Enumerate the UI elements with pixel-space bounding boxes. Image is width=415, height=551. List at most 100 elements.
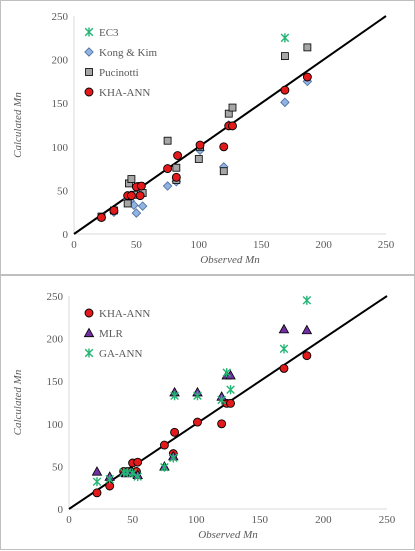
data-point [302,351,312,361]
data-point [160,462,169,472]
x-tick-label: 0 [66,514,72,526]
data-point [128,468,137,478]
data-point [136,181,146,191]
data-point [281,52,289,61]
legend-marker [83,327,95,338]
data-point [193,391,202,401]
y-tick-label: 200 [52,55,69,67]
legend-marker [84,47,94,57]
y-tick-label: 50 [52,461,64,473]
data-point [163,136,172,145]
data-point [169,453,178,463]
x-tick-label: 100 [188,514,205,526]
legend-label: KHA-ANN [99,87,150,99]
x-tick-label: 250 [379,514,396,526]
y-tick-label: 0 [63,229,69,241]
x-tick-label: 250 [378,239,395,251]
legend-marker [85,68,93,76]
y-tick-label: 100 [52,142,69,154]
y-tick-label: 250 [47,291,64,303]
data-point [92,488,102,498]
y-axis-label: Calculated Mn [12,369,24,435]
data-point [302,72,312,82]
data-point [91,466,103,476]
data-point [127,175,136,183]
legend-marker [84,87,94,97]
x-tick-label: 100 [191,239,208,251]
data-point [279,344,289,354]
data-point [163,164,173,174]
data-point [159,440,169,450]
legend-label: EC3 [99,27,119,39]
data-point [228,103,237,112]
data-point [171,172,181,182]
legend-marker [84,308,94,318]
data-point [303,43,312,52]
y-tick-label: 50 [57,185,69,197]
data-point [162,181,173,191]
legend-label: MLR [99,328,124,340]
y-tick-label: 0 [58,504,64,516]
data-point [193,417,202,427]
legend-marker [84,27,94,37]
x-tick-label: 0 [71,239,77,251]
data-point [279,363,289,373]
x-tick-label: 150 [252,514,269,526]
data-point [280,33,290,43]
series-ga-ann [92,295,312,487]
data-point [170,427,180,437]
x-tick-label: 200 [315,514,332,526]
data-point [194,155,203,163]
chart-panel-bottom: 0 50 100 150 200 250 0 50 100 150 200 250 Observed M… [0,275,415,550]
data-point [217,395,226,405]
data-point [173,151,183,160]
legend-label: GA-ANN [99,348,142,360]
data-point [219,167,228,176]
data-point [226,398,235,408]
y-tick-label: 250 [52,11,69,23]
legend-marker [84,348,94,358]
data-point [226,385,235,395]
legend-label: KHA-ANN [99,308,150,320]
data-point [280,97,290,108]
data-point [92,477,102,487]
legend-label: Kong & Kim [99,47,158,59]
data-point [137,201,148,211]
data-point [123,199,132,208]
legend: KHA-ANN MLR GA-ANN [83,308,150,360]
scatter-chart-bottom: 0 50 100 150 200 250 0 50 100 150 200 250 Observed M… [12,291,396,541]
data-point [219,142,229,152]
data-point [97,212,106,222]
data-point [217,419,227,429]
data-point [109,206,119,215]
data-point [222,368,232,378]
data-point [301,324,313,335]
series-kha-ann [97,72,312,222]
x-tick-label: 50 [127,514,139,526]
legend-label: Pucinotti [99,67,139,79]
x-tick-label: 50 [131,239,143,251]
data-point [172,163,181,172]
x-axis-label: Observed Mn [200,254,260,266]
legend: EC3 Kong & Kim Pucinotti KHA-ANN [84,27,158,99]
data-point [105,474,114,484]
x-tick-label: 150 [253,239,270,251]
x-tick-label: 200 [315,239,332,251]
data-point [228,121,237,131]
data-point [278,323,290,334]
chart-panel-top: 0 50 100 150 200 250 0 50 100 150 200 250 Observed M… [0,0,415,275]
data-point [280,85,290,95]
data-point [135,191,145,201]
y-tick-label: 100 [47,419,64,431]
data-point [131,208,142,218]
y-tick-label: 150 [47,376,64,388]
y-tick-label: 200 [47,334,64,346]
data-point [302,295,312,305]
series-ec3 [280,33,290,43]
data-point [170,391,179,401]
data-point [126,191,136,201]
data-point [133,457,143,467]
scatter-chart-top: 0 50 100 150 200 250 0 50 100 150 200 250 Observed M… [12,11,395,266]
data-point [133,472,142,482]
data-point [195,140,205,150]
